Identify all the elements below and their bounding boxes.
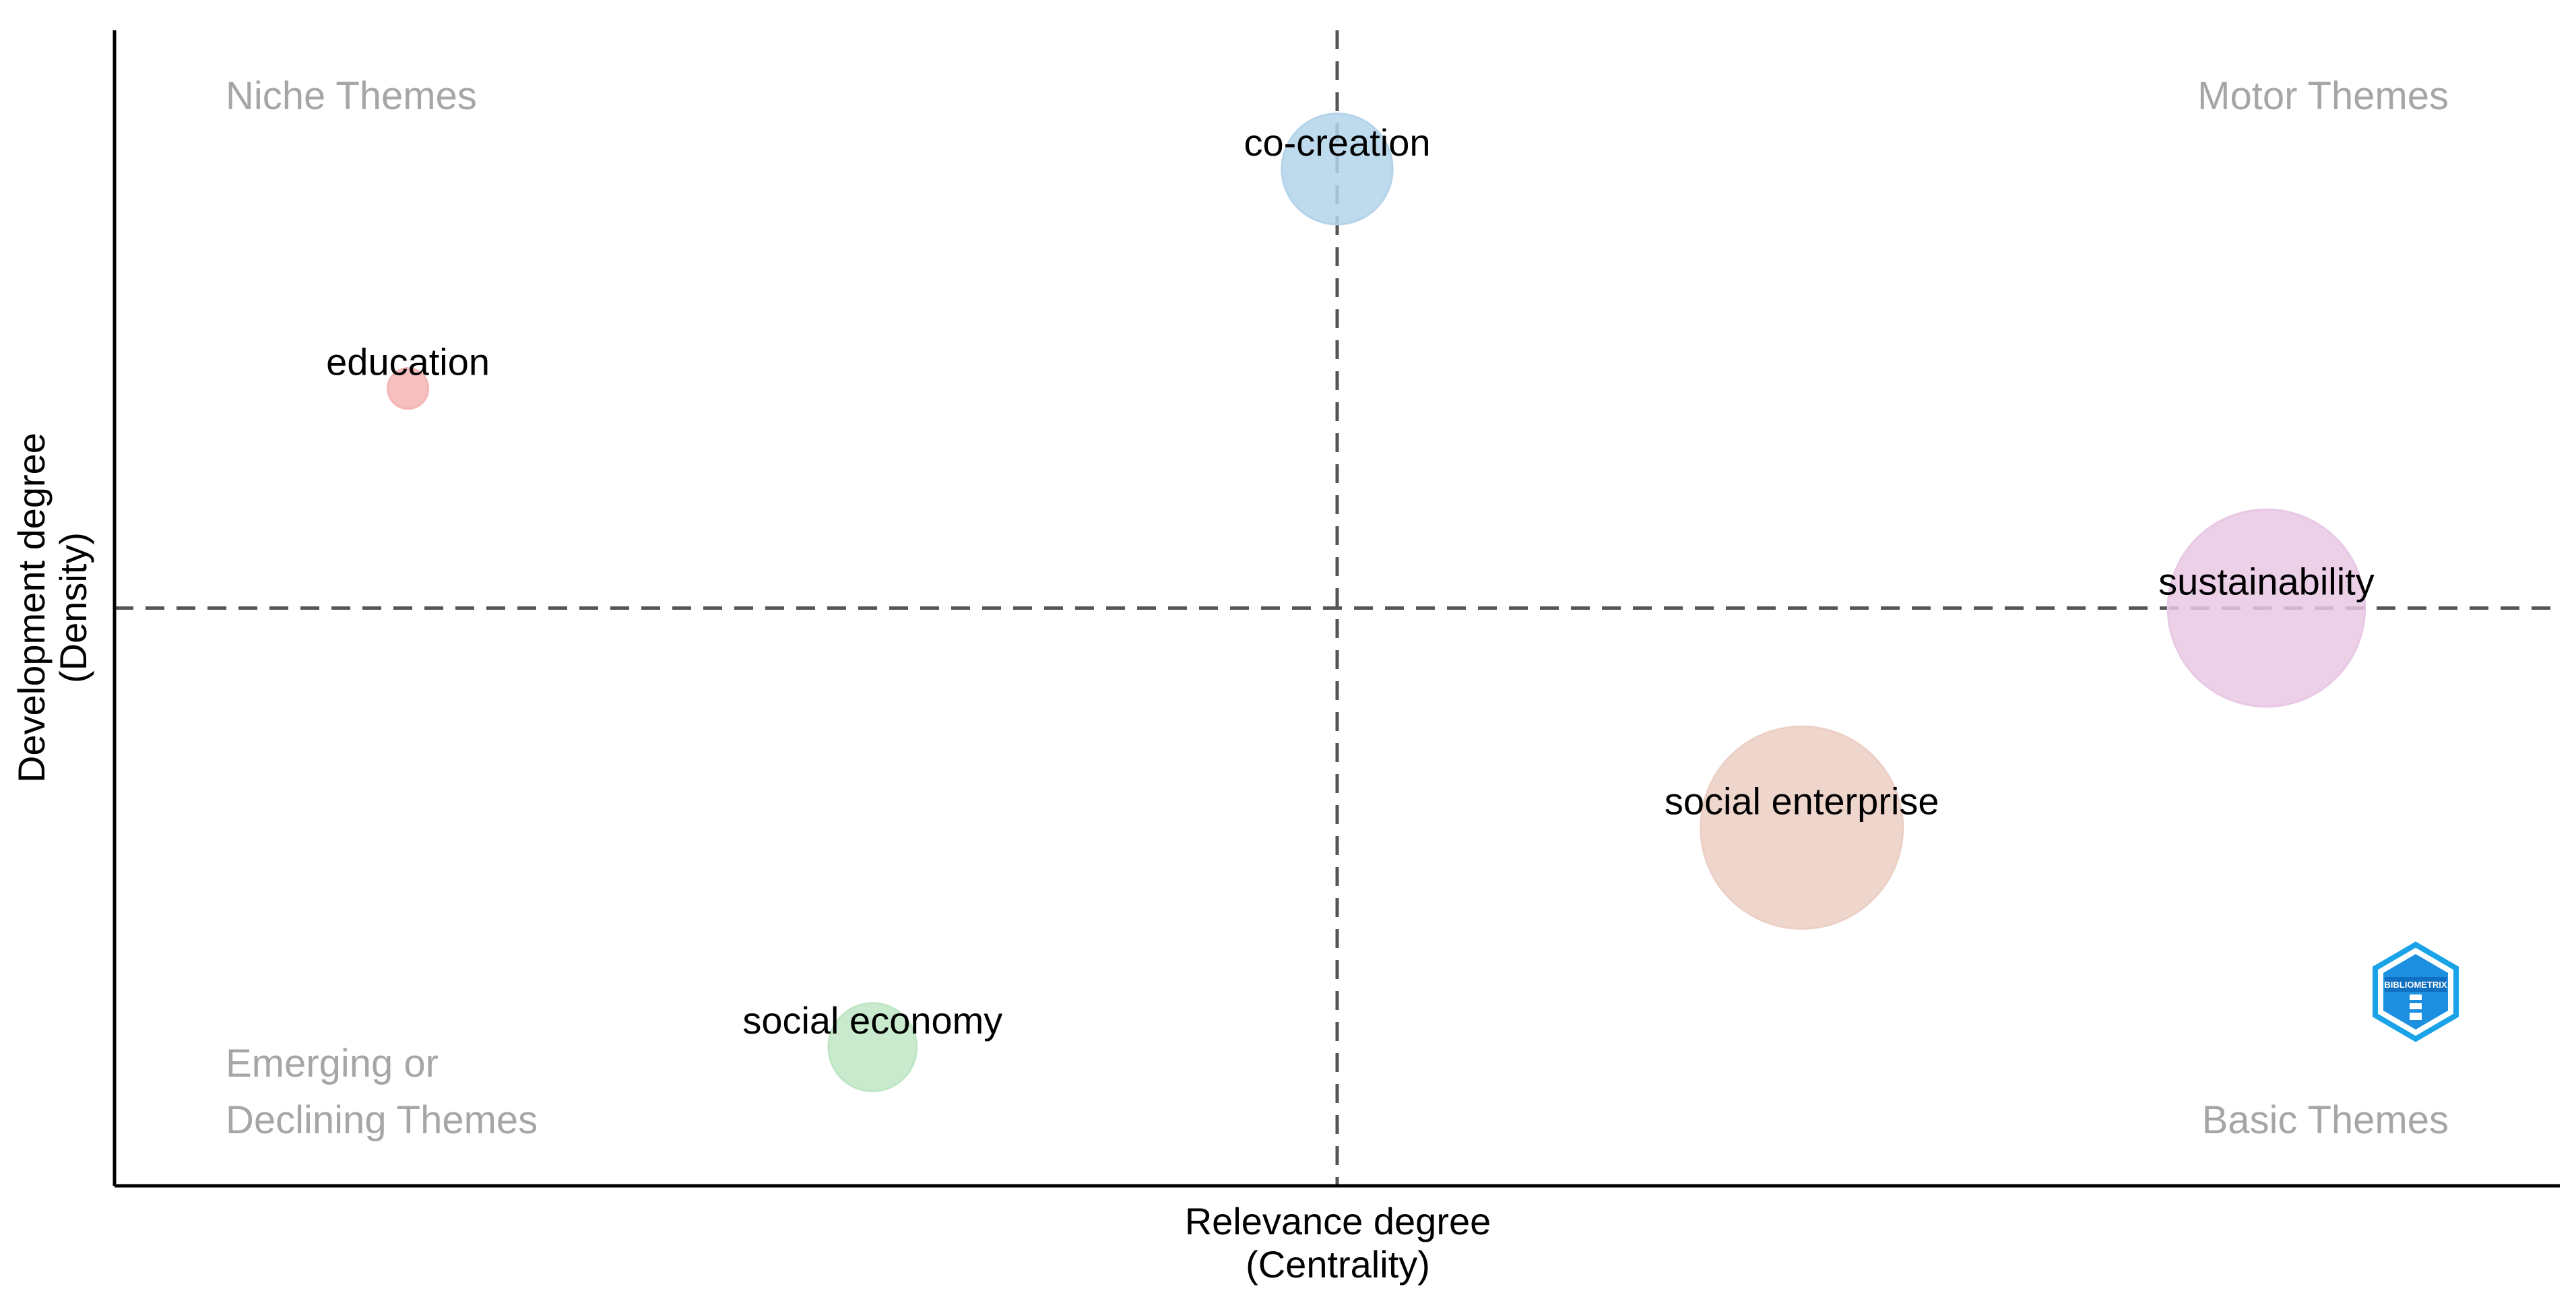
logo-column-band-1: [2406, 1000, 2425, 1003]
bubble-label-education: education: [326, 341, 490, 383]
quadrant-label-emerging-line1: Emerging or: [226, 1042, 439, 1085]
quadrant-labels: Niche Themes Motor Themes Emerging or De…: [226, 74, 2449, 1142]
bubble-label-social-enterprise: social enterprise: [1665, 780, 1939, 822]
x-axis-title-line1: Relevance degree: [1185, 1200, 1491, 1242]
logo-column-band-2: [2406, 1009, 2425, 1013]
bubble-label-series: co-creation education sustainability social…: [326, 121, 2375, 1042]
logo-column: [2410, 994, 2422, 1020]
bubble-label-sustainability: sustainability: [2158, 561, 2375, 603]
bibliometrix-logo: BIBLIOMETRIX: [2373, 941, 2459, 1042]
x-axis-title-line2: (Centrality): [1246, 1243, 1430, 1286]
bubble-series: [387, 113, 2366, 1093]
bubble-social-enterprise: [1700, 725, 1904, 930]
bubble-education: [387, 367, 430, 410]
quadrant-label-basic: Basic Themes: [2202, 1098, 2449, 1142]
y-axis-title-line2: (Density): [52, 532, 94, 683]
quadrant-label-emerging-line2: Declining Themes: [226, 1098, 538, 1142]
bubble-co-creation: [1281, 113, 1394, 226]
logo-wordmark: BIBLIOMETRIX: [2384, 980, 2447, 990]
bubble-label-co-creation: co-creation: [1244, 121, 1430, 164]
bubble-sustainability: [2166, 508, 2366, 708]
logo-banner: [2385, 977, 2447, 992]
quadrant-label-motor: Motor Themes: [2197, 74, 2449, 118]
axes: [112, 30, 2560, 1188]
bubble-social-economy: [827, 1002, 918, 1093]
quadrant-label-niche: Niche Themes: [226, 74, 477, 118]
bubble-label-social-economy: social economy: [742, 999, 1002, 1042]
y-axis-title-line1: Development degree: [10, 433, 53, 783]
axis-titles: Relevance degree (Centrality) Developmen…: [10, 433, 1491, 1286]
